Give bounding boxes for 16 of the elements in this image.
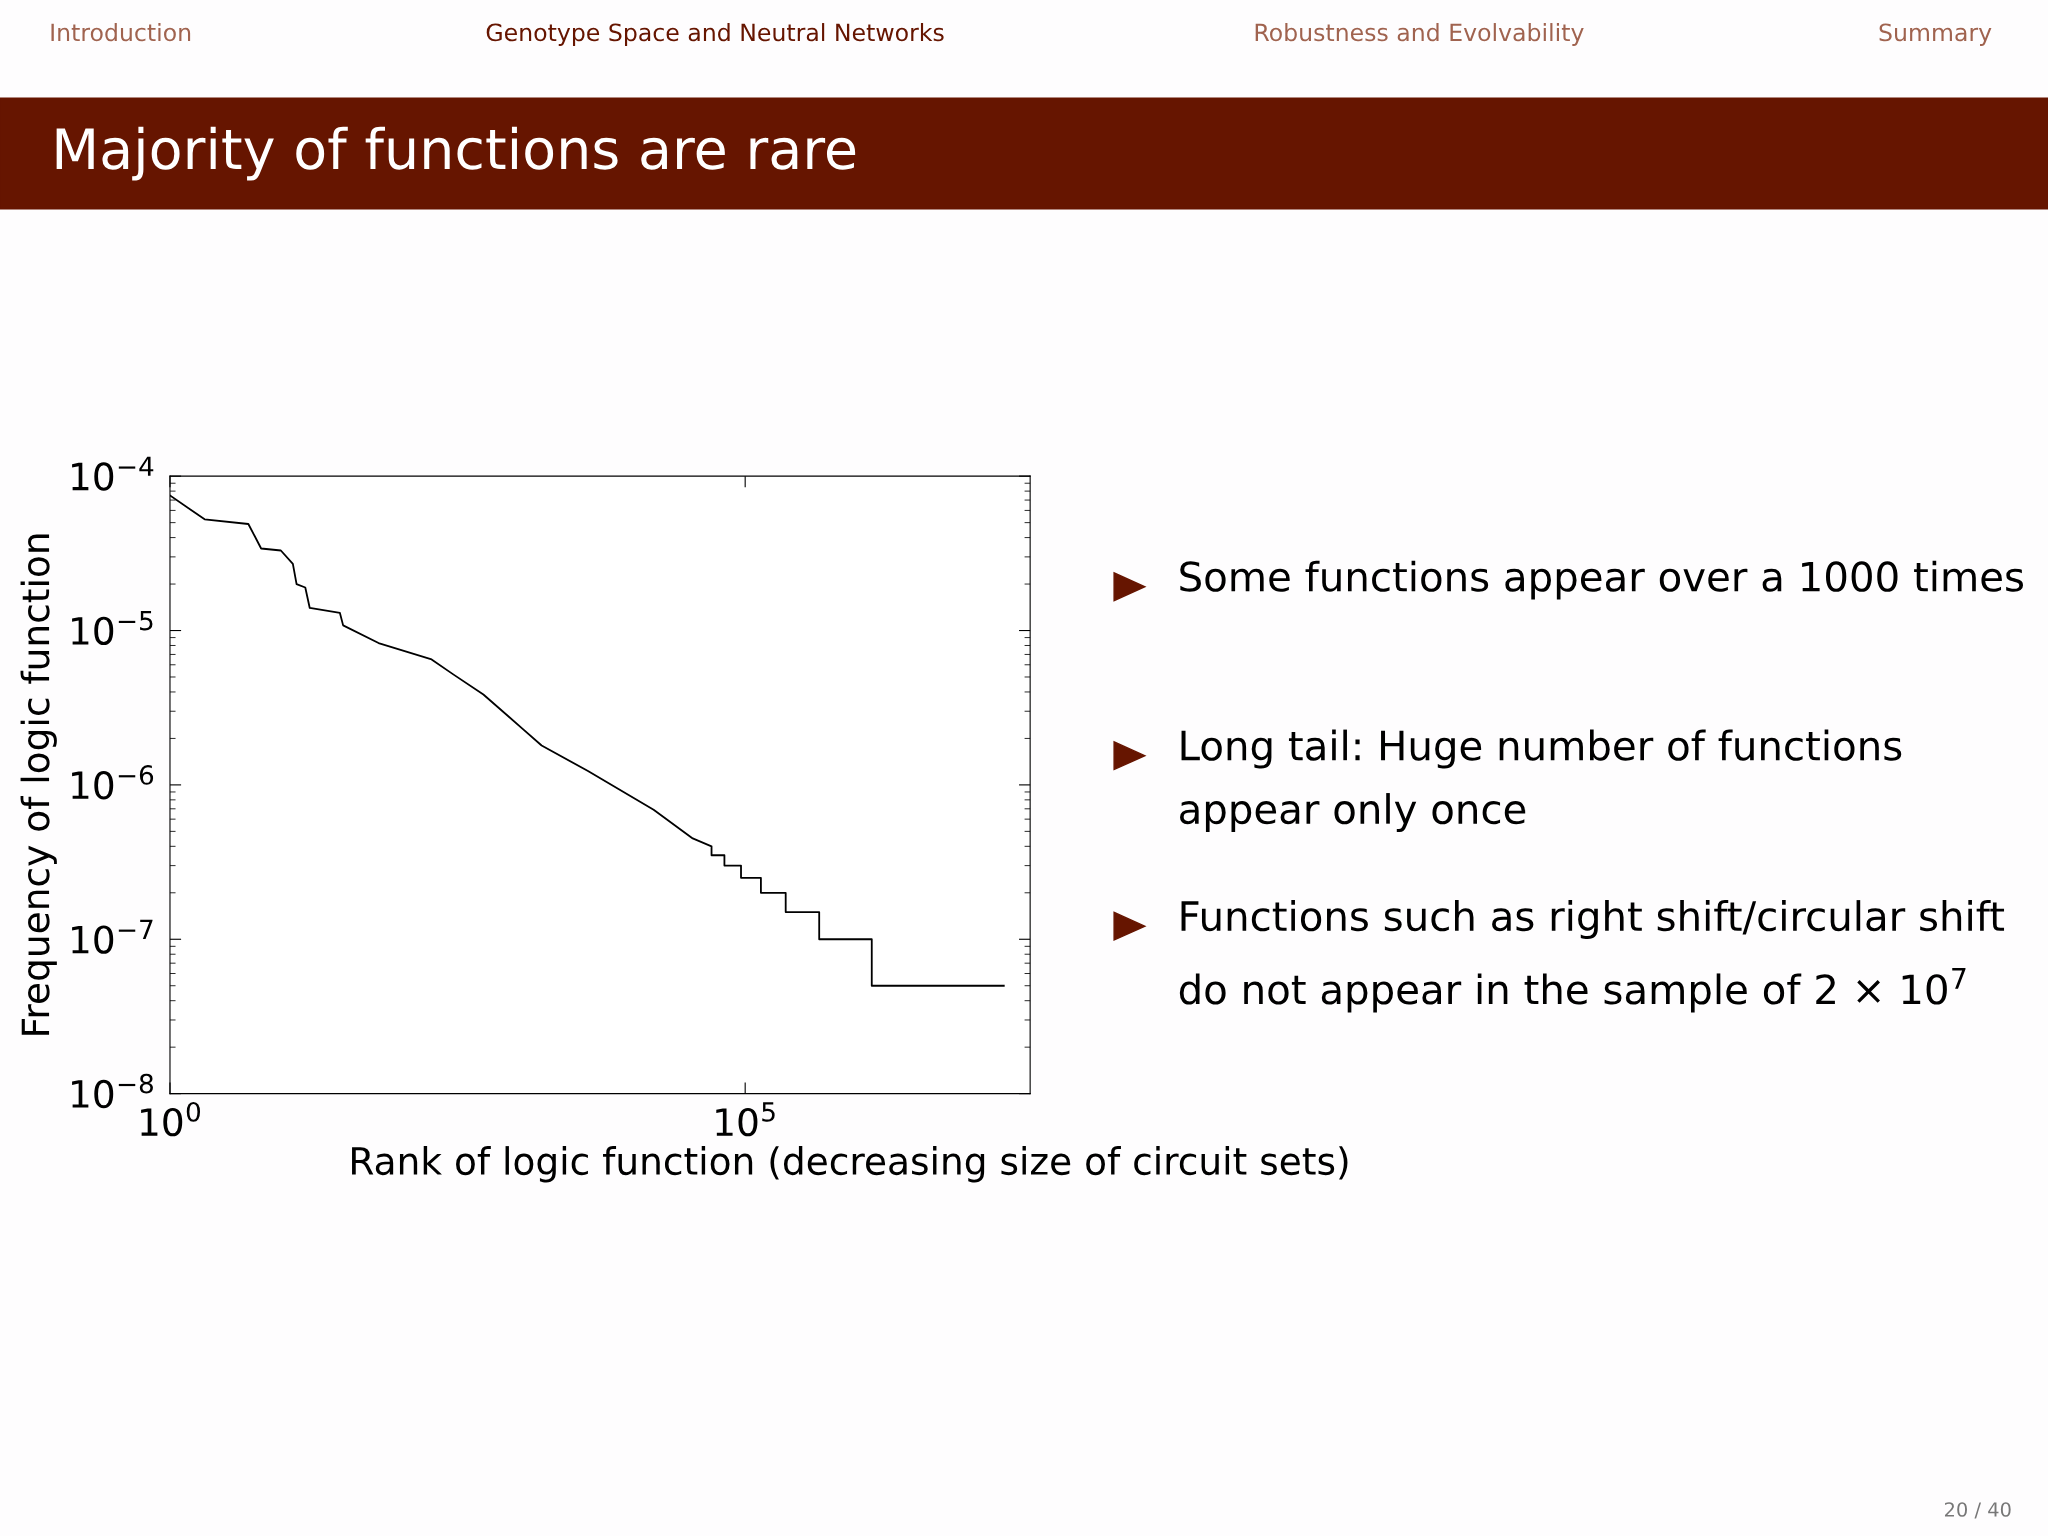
text: Robustness and Evolvability — [1255, 23, 1584, 46]
text: Some functions appear over a 1000 times — [1180, 560, 2024, 600]
text: Functions such as right shift/circular shift do not appear in the sample of 2 × 10$^{7}$ — [1179, 900, 2005, 1013]
text: Introduction — [51, 23, 191, 42]
text: Genotype Space and Neutral Networks — [486, 23, 944, 46]
x-axis-title: Rank of logic function (decreasing size of circuit sets) — [352, 1146, 1348, 1183]
y-tick-label: 10$^{−6}$ — [72, 765, 154, 800]
text: Summary — [1879, 23, 1992, 46]
x-tick-label: 10$^{5}$ — [716, 1102, 775, 1137]
y-tick-label: 10$^{−7}$ — [72, 919, 153, 954]
y-axis-title: Frequency of logic function — [20, 534, 57, 1035]
y-tick-label: 10$^{−4}$ — [72, 456, 154, 491]
text: Long tail: Huge number of functions appear only once — [1180, 729, 1902, 833]
y-tick-label: 10$^{−5}$ — [72, 611, 153, 646]
text: 20 / 40 — [1944, 1502, 2011, 1519]
chart-title: Majority of functions are rare — [56, 126, 856, 181]
